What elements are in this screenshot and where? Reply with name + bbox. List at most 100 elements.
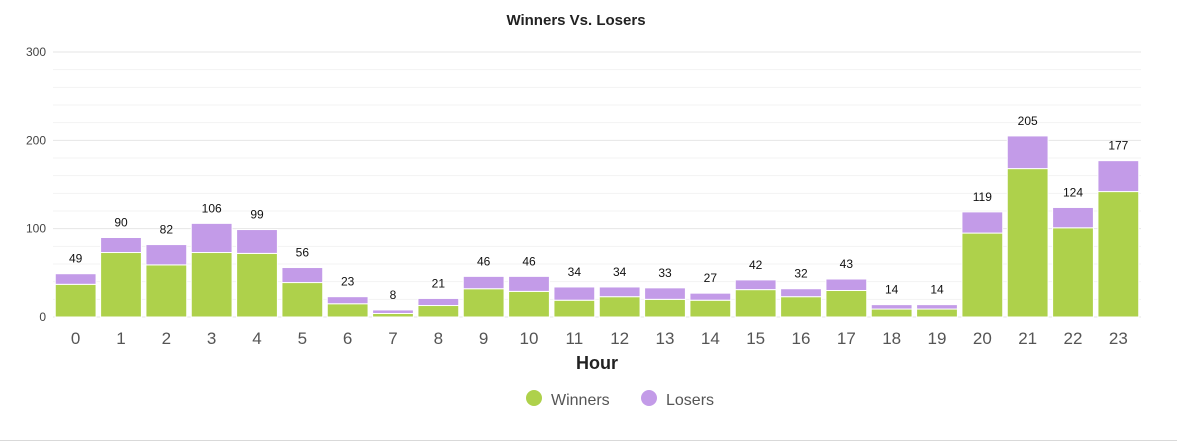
legend-winners-marker xyxy=(526,390,542,406)
bar-total-label: 82 xyxy=(160,223,174,237)
x-tick-label: 0 xyxy=(71,329,80,348)
chart-title: Winners Vs. Losers xyxy=(506,12,645,29)
bar-losers xyxy=(1006,135,1049,170)
x-tick-label: 15 xyxy=(746,329,765,348)
legend: Winners Losers xyxy=(526,390,714,409)
x-tick-label: 18 xyxy=(882,329,901,348)
bars: 49 90 82 106 99 56 23 8 21 46 46 34 34 33 27 42 32 43 14 14… xyxy=(54,114,1140,318)
bar-losers xyxy=(100,237,142,254)
bar-total-label: 33 xyxy=(658,266,672,280)
x-tick-label: 23 xyxy=(1109,329,1128,348)
bar-winners xyxy=(462,288,505,318)
bar-winners xyxy=(54,283,97,318)
legend-losers-label: Losers xyxy=(666,392,714,409)
bar-winners xyxy=(644,298,686,318)
x-axis: 0 1 2 3 4 5 6 7 8 9 10 11 12 13 14 15 16 17 18 19 20 21 22 23 xyxy=(71,329,1128,348)
x-axis-title: Hour xyxy=(576,353,618,373)
x-tick-label: 7 xyxy=(388,329,397,348)
x-tick-label: 8 xyxy=(434,329,443,348)
x-tick-label: 21 xyxy=(1018,329,1037,348)
bar-winners xyxy=(190,252,233,318)
bar-total-label: 99 xyxy=(250,208,264,222)
bar-losers xyxy=(870,304,913,310)
x-tick-label: 16 xyxy=(792,329,811,348)
bar-losers xyxy=(916,304,958,310)
x-tick-label: 17 xyxy=(837,329,856,348)
x-tick-label: 4 xyxy=(252,329,261,348)
bar-winners xyxy=(916,308,958,318)
bar-winners xyxy=(1052,227,1094,318)
bar-losers xyxy=(190,222,233,254)
bar-losers xyxy=(236,229,278,254)
bar-winners xyxy=(825,290,868,318)
bar-winners xyxy=(1097,191,1140,318)
bar-total-label: 34 xyxy=(613,265,627,279)
bar-losers xyxy=(825,278,868,291)
bar-total-label: 49 xyxy=(69,252,83,266)
bar-winners xyxy=(372,312,414,318)
bar-total-label: 46 xyxy=(522,254,536,268)
bar-total-label: 34 xyxy=(568,265,582,279)
bar-winners xyxy=(870,308,913,318)
bar-total-label: 14 xyxy=(885,283,899,297)
gridlines xyxy=(53,51,1141,318)
x-tick-label: 10 xyxy=(520,329,539,348)
x-tick-label: 13 xyxy=(656,329,675,348)
bar-losers xyxy=(417,297,460,307)
x-tick-label: 11 xyxy=(566,329,584,348)
bar-winners xyxy=(734,289,777,318)
bar-winners xyxy=(689,299,732,318)
bar-total-label: 27 xyxy=(704,271,718,285)
x-tick-label: 3 xyxy=(207,329,216,348)
bar-total-label: 23 xyxy=(341,275,355,289)
bar-losers xyxy=(281,267,324,284)
legend-winners-label: Winners xyxy=(551,392,610,409)
y-tick-label: 0 xyxy=(39,310,46,324)
bar-total-label: 21 xyxy=(432,276,446,290)
bar-losers xyxy=(1052,206,1094,229)
bar-losers xyxy=(961,211,1004,234)
bar-losers xyxy=(734,279,777,291)
bar-total-label: 106 xyxy=(202,201,222,215)
bar-losers xyxy=(54,273,97,285)
bar-total-label: 42 xyxy=(749,258,763,272)
legend-losers-marker xyxy=(641,390,657,406)
bar-winners xyxy=(326,303,369,318)
bar-total-label: 177 xyxy=(1108,139,1128,153)
y-tick-label: 300 xyxy=(26,45,46,59)
bar-winners xyxy=(417,305,460,318)
x-tick-label: 12 xyxy=(610,329,629,348)
bar-losers xyxy=(644,287,686,300)
bar-winners xyxy=(100,252,142,318)
bar-total-label: 14 xyxy=(930,283,944,297)
bar-losers xyxy=(1097,160,1140,193)
bar-winners xyxy=(281,282,324,318)
bar-losers xyxy=(145,244,188,266)
bar-winners xyxy=(145,264,188,318)
bar-total-label: 32 xyxy=(794,267,808,281)
y-axis: 0 100 200 300 xyxy=(26,45,46,324)
bar-total-label: 124 xyxy=(1063,185,1083,199)
bar-total-label: 56 xyxy=(296,246,310,260)
x-tick-label: 20 xyxy=(973,329,992,348)
bar-winners xyxy=(780,296,822,318)
bar-total-label: 43 xyxy=(840,257,854,271)
bar-total-label: 119 xyxy=(973,190,992,204)
x-tick-label: 6 xyxy=(343,329,352,348)
bar-total-label: 46 xyxy=(477,254,491,268)
bar-winners xyxy=(1006,168,1049,318)
x-tick-label: 19 xyxy=(928,329,947,348)
bar-winners xyxy=(598,296,641,318)
bar-losers xyxy=(553,286,596,301)
x-tick-label: 1 xyxy=(116,329,125,348)
bar-total-label: 8 xyxy=(390,288,397,302)
bar-winners xyxy=(961,232,1004,318)
bar-losers xyxy=(689,292,732,301)
y-tick-label: 200 xyxy=(26,133,46,147)
bar-total-label: 90 xyxy=(114,216,128,230)
x-tick-label: 2 xyxy=(162,329,171,348)
bar-losers xyxy=(372,309,414,314)
bar-winners xyxy=(236,252,278,318)
x-tick-label: 9 xyxy=(479,329,488,348)
